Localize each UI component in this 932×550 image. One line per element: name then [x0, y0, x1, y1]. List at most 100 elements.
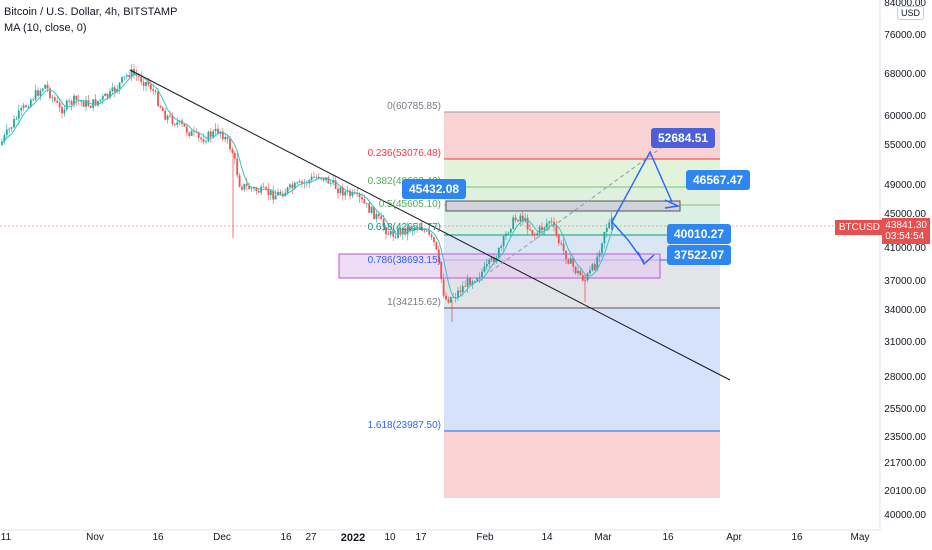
candle-body [135, 74, 138, 76]
candle-body [49, 88, 51, 98]
candle-body [385, 227, 387, 235]
y-tick-label: 34000.00 [884, 305, 926, 316]
candle-body [469, 278, 471, 285]
candle-body [173, 124, 176, 125]
target-callout-37522[interactable]: 37522.07 [667, 245, 732, 265]
candle-body [500, 245, 503, 248]
candle-body [188, 132, 191, 136]
candle-body [358, 193, 361, 198]
candle-body [197, 132, 200, 138]
y-tick-label: 45000.00 [884, 209, 926, 220]
candle-body [389, 231, 392, 235]
candle-body [65, 100, 68, 110]
candle-body [157, 91, 159, 106]
candle-body [41, 88, 44, 91]
candle-body [442, 279, 445, 296]
candle-body [73, 95, 75, 105]
candle-body [459, 290, 462, 293]
candle-body [289, 184, 291, 188]
candle-body [598, 252, 601, 257]
candle-body [97, 100, 99, 106]
candle-body [413, 227, 416, 230]
candle-body [394, 236, 397, 238]
fib-zone-extension [444, 431, 720, 498]
x-tick-label: Apr [726, 532, 742, 543]
candle-body [322, 178, 325, 181]
candle-body [509, 228, 512, 233]
candle-body [253, 187, 255, 189]
candle-body [440, 261, 443, 280]
y-tick-label: 60000.00 [884, 111, 926, 122]
candle-body [61, 107, 63, 114]
target-callout-40010[interactable]: 40010.27 [667, 224, 732, 244]
y-tick-label: 40000.00 [884, 510, 926, 521]
candle-body [416, 227, 419, 229]
x-tick-label: Feb [476, 532, 494, 543]
fib-retracement-zones [444, 112, 720, 498]
currency-badge[interactable]: USD [896, 6, 924, 20]
candle-body [8, 128, 11, 130]
candle-body [298, 181, 301, 183]
candle-body [3, 135, 6, 142]
candle-body [591, 264, 594, 271]
candle-body [533, 234, 536, 236]
candle-body [89, 106, 92, 108]
resistance-box[interactable] [445, 200, 681, 212]
candle-body [221, 131, 224, 140]
downtrend-line[interactable] [129, 69, 731, 381]
target-callout-52684[interactable]: 52684.51 [651, 128, 716, 148]
y-tick-label: 25500.00 [884, 404, 926, 415]
projection-dashed-line [489, 144, 666, 273]
candle-body [344, 191, 347, 196]
candle-body [397, 229, 399, 238]
candle-body [483, 266, 486, 272]
fib-level-label: 1.618(23987.50) [367, 420, 441, 431]
candle-body [17, 110, 20, 119]
candle-body [577, 270, 579, 274]
candle-body [538, 226, 541, 234]
y-tick-label: 20100.00 [884, 486, 926, 497]
projected-path[interactable] [611, 150, 681, 266]
x-tick-label: 16 [662, 532, 674, 543]
candle-body [229, 138, 231, 150]
candle-body [185, 126, 188, 133]
candle-body [596, 256, 599, 270]
candle-body [569, 258, 572, 264]
candle-body [365, 203, 368, 204]
candle-body [293, 182, 296, 189]
candle-body [610, 217, 613, 223]
candle-body [507, 232, 510, 234]
candle-body [317, 176, 320, 179]
candle-body [279, 191, 282, 195]
target-callout-46567[interactable]: 46567.47 [686, 170, 751, 190]
candle-body [368, 203, 371, 213]
last-price-tag: 43841.30 03:54:54 [882, 218, 930, 244]
candle-body [152, 89, 155, 91]
x-tick-label: 16 [280, 532, 292, 543]
candlestick-series [1, 63, 615, 322]
candle-body [329, 183, 332, 184]
candle-body [224, 137, 227, 140]
projection-arrow-head-right [664, 199, 681, 209]
candle-body [519, 215, 522, 222]
target-callout-45432[interactable]: 45432.08 [402, 179, 467, 199]
indicator-legend[interactable]: MA (10, close, 0) [4, 22, 87, 34]
candle-body [118, 82, 121, 89]
candle-body [579, 270, 582, 276]
candle-body [464, 286, 467, 287]
candle-body [572, 258, 575, 267]
candle-body [529, 229, 531, 231]
candle-body [274, 195, 277, 200]
candle-body [423, 230, 426, 232]
candle-body [481, 271, 483, 278]
candle-body [351, 192, 354, 196]
candle-body [404, 228, 407, 235]
candle-body [466, 278, 469, 287]
candle-body [154, 90, 157, 92]
candle-body [382, 219, 385, 228]
candle-body [387, 234, 390, 235]
candle-body [212, 131, 215, 137]
candle-body [447, 299, 450, 303]
y-tick-label: 41000.00 [884, 243, 926, 254]
